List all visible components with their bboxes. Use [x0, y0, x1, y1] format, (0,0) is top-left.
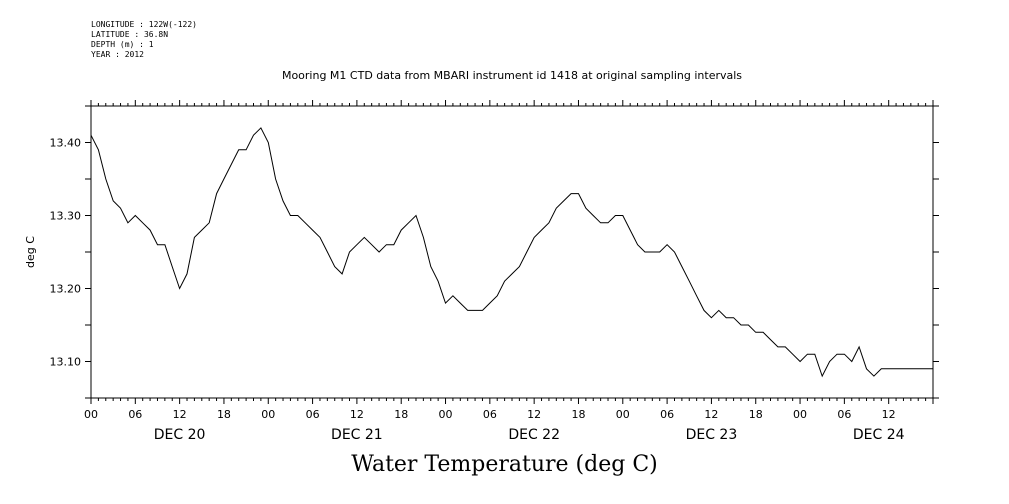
- latitude-label: LATITUDE : 36.8N: [91, 30, 169, 39]
- x-tick-label: 06: [837, 408, 851, 421]
- x-tick-label: 06: [306, 408, 320, 421]
- x-tick-label: 18: [749, 408, 763, 421]
- x-tick-label: 12: [350, 408, 364, 421]
- y-tick-label: 13.10: [50, 356, 82, 369]
- date-label: DEC 20: [154, 427, 206, 443]
- year-label: YEAR : 2012: [91, 50, 144, 59]
- metadata-block: LONGITUDE : 122W(-122) LATITUDE : 36.8N …: [91, 20, 197, 60]
- x-tick-label: 18: [394, 408, 408, 421]
- x-tick-label: 00: [84, 408, 98, 421]
- date-label: DEC 24: [853, 427, 905, 443]
- x-tick-label: 00: [261, 408, 275, 421]
- y-tick-label: 13.40: [50, 137, 82, 150]
- date-label: DEC 22: [508, 427, 560, 443]
- x-tick-label: 00: [616, 408, 630, 421]
- date-label: DEC 21: [331, 427, 383, 443]
- x-tick-label: 18: [571, 408, 585, 421]
- x-tick-label: 12: [173, 408, 187, 421]
- x-tick-label: 12: [704, 408, 718, 421]
- temperature-series-line: [90, 127, 933, 378]
- x-tick-label: 06: [128, 408, 142, 421]
- depth-label: DEPTH (m) : 1: [91, 40, 154, 49]
- x-tick-label: 06: [483, 408, 497, 421]
- x-tick-labels: 00 06 12 18 00 06 12 18 00 06 12 18 00 06 12 18 00 06 12: [84, 408, 896, 421]
- chart-title: Mooring M1 CTD data from MBARI instrumen…: [282, 69, 742, 82]
- date-label: DEC 23: [686, 427, 738, 443]
- x-tick-label: 00: [439, 408, 453, 421]
- x-tick-label: 12: [527, 408, 541, 421]
- y-axis-label: deg C: [24, 236, 37, 268]
- x-tick-label: 18: [217, 408, 231, 421]
- x-tick-label: 06: [660, 408, 674, 421]
- axis-ticks: [85, 100, 939, 404]
- y-tick-label: 13.20: [50, 283, 82, 296]
- x-tick-label: 12: [882, 408, 896, 421]
- y-tick-labels: 13.10 13.20 13.30 13.40: [50, 137, 82, 369]
- x-axis-title: Water Temperature (deg C): [351, 452, 658, 477]
- x-tick-label: 00: [793, 408, 807, 421]
- longitude-label: LONGITUDE : 122W(-122): [91, 20, 197, 29]
- date-labels: DEC 20 DEC 21 DEC 22 DEC 23 DEC 24: [154, 427, 905, 443]
- y-tick-label: 13.30: [50, 210, 82, 223]
